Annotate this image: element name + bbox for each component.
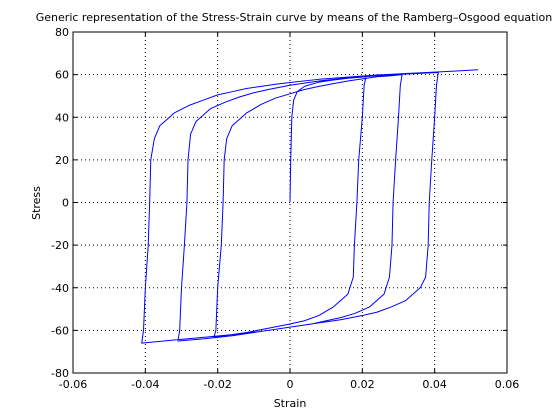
x-tick-label: -0.04 [131, 378, 159, 391]
x-tick-label: 0.06 [495, 378, 520, 391]
axis-tick-labels: -0.06 -0.04 -0.02 0 0.02 0.04 0.06 -80 -60 -40 -20… [51, 26, 519, 391]
y-tick-label: -80 [51, 367, 69, 380]
y-axis-label: Stress [30, 186, 43, 220]
y-tick-label: 80 [55, 26, 69, 39]
y-tick-label: 60 [55, 69, 69, 82]
x-axis-label: Strain [274, 397, 307, 410]
y-tick-label: -20 [51, 239, 69, 252]
series-layer [141, 69, 479, 344]
y-tick-label: 0 [62, 197, 69, 210]
y-tick-label: 20 [55, 154, 69, 167]
y-tick-label: -40 [51, 282, 69, 295]
x-tick-label: 0.02 [350, 378, 375, 391]
x-tick-label: 0 [287, 378, 294, 391]
y-tick-label: -60 [51, 324, 69, 337]
y-tick-label: 40 [55, 111, 69, 124]
hysteresis-series-line [141, 69, 479, 344]
x-tick-label: 0.04 [422, 378, 447, 391]
x-tick-label: -0.06 [59, 378, 87, 391]
chart-title: Generic representation of the Stress-Str… [36, 11, 552, 24]
axis-ticks [72, 31, 508, 374]
x-tick-label: -0.02 [203, 378, 231, 391]
